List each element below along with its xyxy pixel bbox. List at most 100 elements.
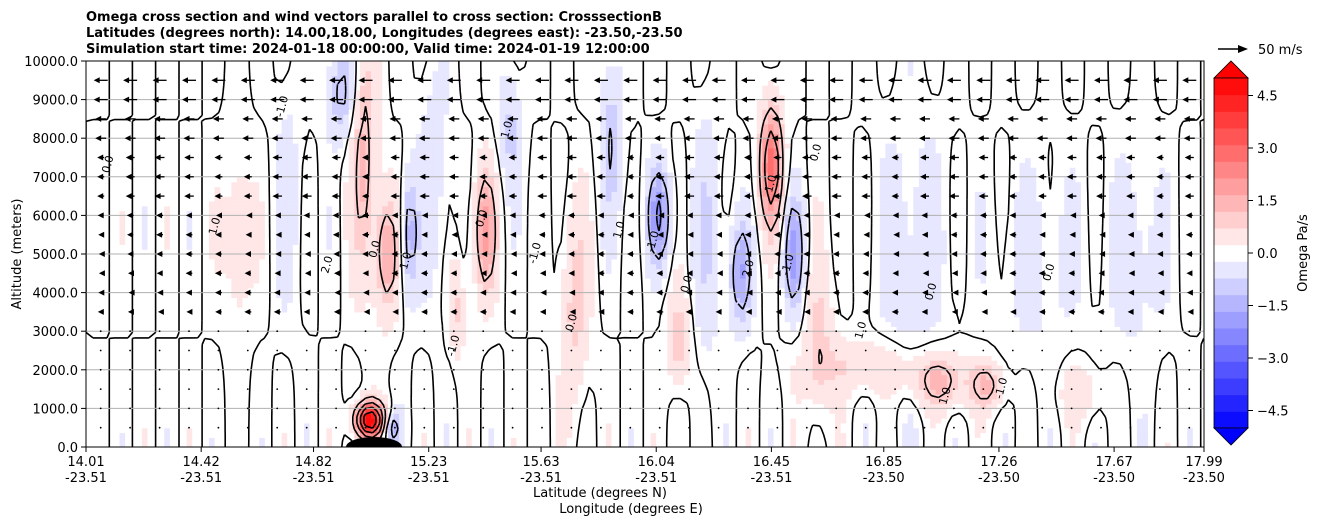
omega-cell [220,118,227,125]
omega-cell [186,61,193,67]
omega-cell [359,336,367,342]
omega-cell [382,186,389,192]
omega-cell [231,307,238,313]
omega-cell [158,176,165,183]
omega-cell [264,432,272,438]
omega-cell [208,369,216,376]
omega-cell [281,268,288,274]
omega-cell [169,418,177,424]
omega-cell [97,123,104,130]
omega-cell [186,422,193,429]
omega-cell [315,123,322,130]
omega-cell [404,138,411,144]
omega-cell [236,123,244,130]
omega-cell [259,432,266,438]
omega-cell [113,345,121,352]
omega-cell [119,176,126,183]
omega-cell [248,118,255,125]
omega-cell [354,220,361,226]
omega-cell [315,89,322,96]
omega-cell [426,181,434,188]
omega-cell [304,336,311,342]
omega-cell [136,408,143,414]
omega-cell [410,268,417,274]
omega-cell [365,302,372,308]
omega-cell [248,403,255,409]
omega-cell [298,104,305,110]
omega-cell [304,200,311,207]
omega-cell [281,186,288,192]
omega-cell [214,379,221,385]
omega-cell [125,85,132,91]
omega-cell [214,374,221,381]
omega-cell [225,336,232,342]
omega-cell [208,80,216,86]
omega-cell [276,442,283,447]
omega-cell [147,181,154,188]
omega-cell [141,336,149,342]
omega-cell [231,225,238,231]
omega-cell [382,239,389,245]
omega-cell [192,99,199,106]
omega-cell [359,316,367,323]
omega-cell [371,123,378,130]
omega-cell [208,109,216,115]
omega-cell [298,128,305,134]
omega-cell [253,244,260,250]
omega-cell [125,398,132,405]
omega-cell [220,432,227,438]
omega-cell [119,205,126,212]
omega-cell [186,379,193,385]
omega-cell [147,345,154,352]
omega-cell [125,157,132,163]
omega-cell [203,360,210,366]
omega-cell [399,89,406,96]
omega-cell [231,393,238,400]
omega-cell [348,196,355,202]
omega-cell [326,118,333,125]
omega-cell [141,225,149,231]
omega-cell [404,162,411,168]
omega-cell [242,263,249,270]
omega-cell [197,210,204,216]
omega-cell [197,104,204,110]
omega-cell [382,302,389,308]
omega-cell [91,152,98,159]
omega-cell [298,249,305,255]
omega-cell [415,181,422,188]
omega-cell [197,254,204,260]
omega-cell [242,432,249,438]
omega-cell [102,326,109,332]
omega-cell [125,200,132,207]
omega-cell [292,118,300,125]
omega-cell [181,364,188,371]
omega-cell [197,340,204,347]
omega-cell [141,258,149,265]
omega-cell [270,99,277,106]
omega-cell [281,311,288,318]
omega-cell [141,389,149,395]
omega-cell [309,413,316,419]
omega-cell [259,234,266,241]
omega-cell [181,340,188,347]
omega-cell [231,80,238,86]
omega-cell [387,350,395,356]
omega-cell [281,287,288,294]
omega-cell [164,205,171,212]
omega-cell [86,143,93,149]
omega-cell [192,355,199,361]
omega-cell [371,85,378,91]
omega-cell [231,244,238,250]
omega-cell [320,389,327,395]
omega-cell [130,249,137,255]
omega-cell [276,302,283,308]
omega-cell [236,229,244,236]
omega-cell [359,355,367,361]
omega-cell [141,369,149,376]
omega-cell [186,331,193,337]
omega-cell [108,200,115,207]
omega-cell [208,418,216,424]
omega-cell [86,147,93,154]
omega-cell [231,379,238,385]
omega-cell [242,393,249,400]
